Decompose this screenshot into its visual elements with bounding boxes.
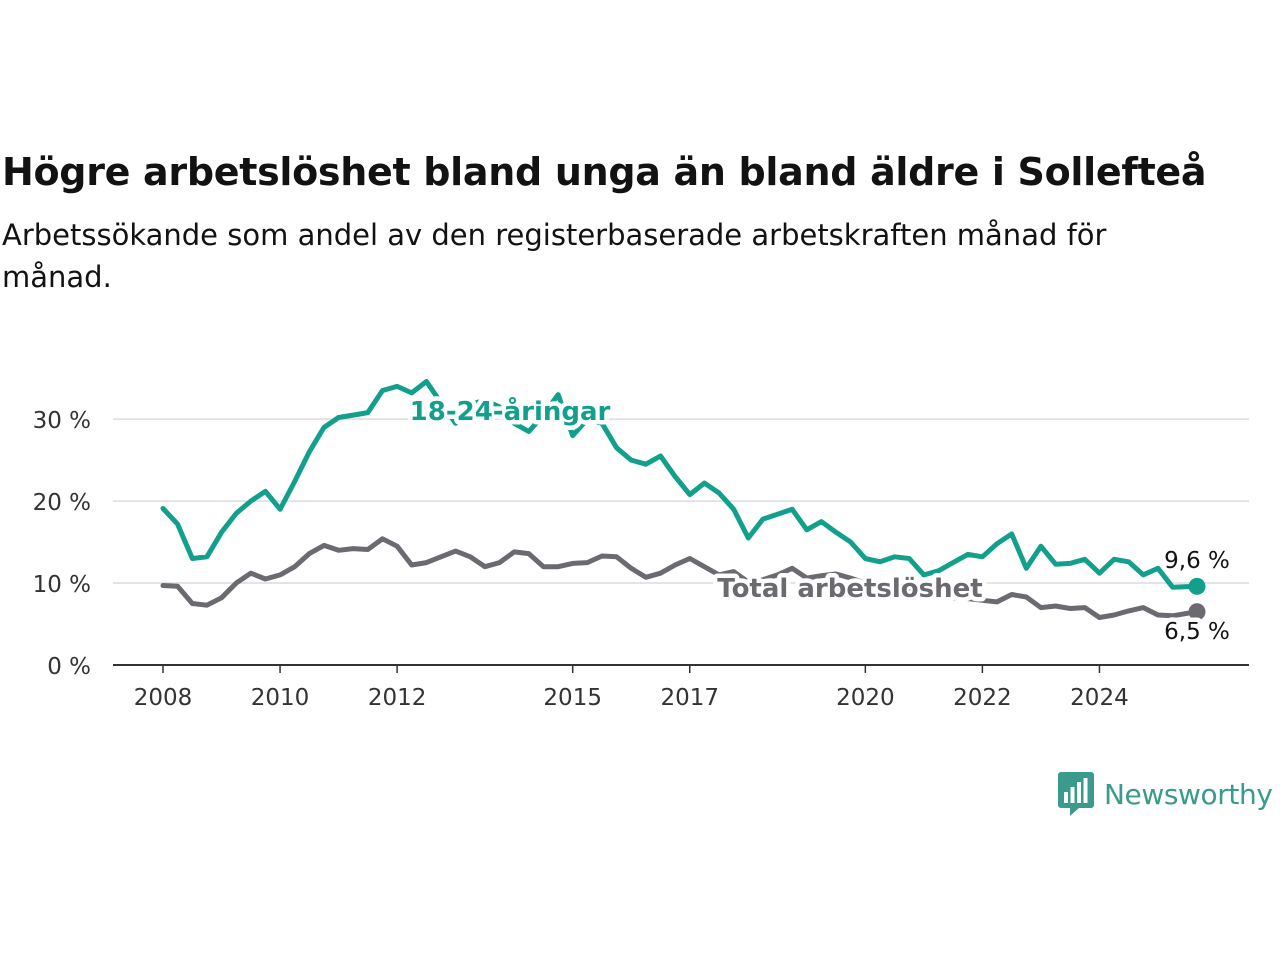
x-tick-label: 2008 [134,685,193,711]
x-tick-label: 2010 [251,685,310,711]
newsworthy-logo: Newsworthy [1058,771,1273,817]
series-lines [160,379,1206,621]
x-tick-label: 2012 [368,685,427,711]
series-line [160,379,1200,590]
end-value-total-halo: 6,5 % [1164,619,1230,645]
brand-name: Newsworthy [1104,777,1273,811]
bar-chart-icon [1058,772,1094,816]
series-line [160,536,1200,620]
grid-lines [113,418,1249,584]
y-axis: 0 % 10 % 20 % 30 % [33,408,91,680]
y-tick-label: 20 % [33,490,91,516]
y-tick-label: 30 % [33,408,91,434]
x-tick-label: 2015 [543,685,602,711]
end-value-youth: 9,6 % [1164,548,1230,574]
y-tick-label: 0 % [47,654,91,680]
series-end-point [1188,577,1206,595]
series-label-youth: 18-24-åringar [410,395,611,427]
x-tick-label: 2022 [953,685,1012,711]
y-tick-label: 10 % [33,572,91,598]
chart-title: Högre arbetslöshet bland unga än bland ä… [2,150,1207,194]
series-end-point [1188,603,1206,621]
series-label-total: Total arbetslöshet [717,574,982,604]
series-label-youth-halo: 18-24-åringar [410,395,611,427]
x-tick-label: 2020 [836,685,895,711]
end-value-total: 6,5 % [1164,619,1230,645]
x-axis: 2008 2010 2012 2015 2017 2020 2022 2024 [113,664,1249,711]
chart-subtitle: Arbetssökande som andel av den registerb… [2,218,1107,294]
x-tick-label: 2024 [1070,685,1129,711]
end-value-youth-halo: 9,6 % [1164,548,1230,574]
series-label-total-halo: Total arbetslöshet [717,574,982,604]
x-tick-label: 2017 [660,685,719,711]
